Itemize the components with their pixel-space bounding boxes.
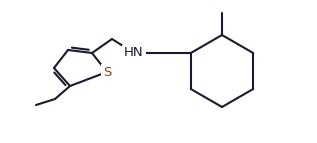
Text: S: S <box>103 65 111 79</box>
Text: HN: HN <box>124 46 144 59</box>
